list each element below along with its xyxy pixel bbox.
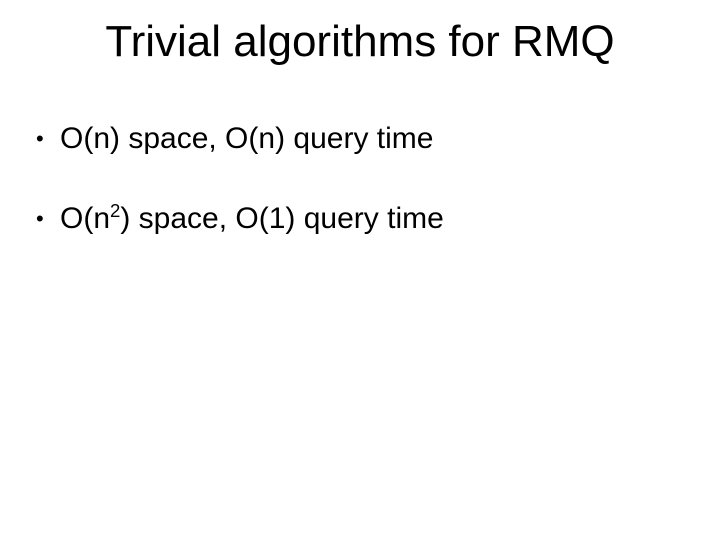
bullet-text-sup: 2 (110, 200, 120, 221)
bullet-dot-icon (36, 120, 60, 158)
bullet-dot-icon (36, 200, 60, 238)
bullet-text: O(n2) space, O(1) query time (60, 200, 444, 238)
list-item: O(n2) space, O(1) query time (36, 200, 684, 238)
list-item: O(n) space, O(n) query time (36, 120, 684, 158)
slide-title: Trivial algorithms for RMQ (0, 18, 720, 66)
bullet-text-post: ) space, O(1) query time (120, 202, 443, 235)
slide: Trivial algorithms for RMQ O(n) space, O… (0, 0, 720, 540)
bullet-list: O(n) space, O(n) query time O(n2) space,… (36, 120, 684, 279)
bullet-text: O(n) space, O(n) query time (60, 120, 433, 158)
bullet-text-pre: O(n) space, O(n) query time (60, 122, 433, 155)
bullet-text-pre: O(n (60, 202, 110, 235)
